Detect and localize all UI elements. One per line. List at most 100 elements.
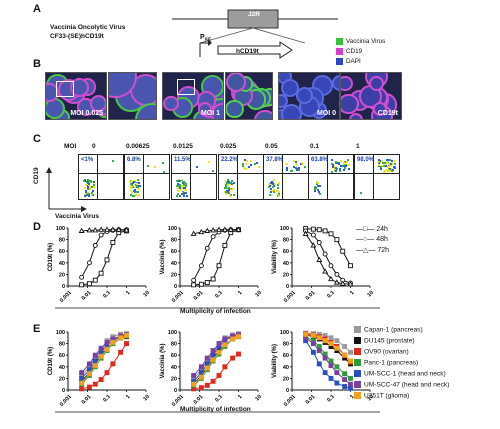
flow-event xyxy=(130,185,133,188)
x-tick-label: 1 xyxy=(349,290,355,296)
flow-event xyxy=(344,163,347,166)
flow-event xyxy=(153,166,156,169)
x-tick-label: 10 xyxy=(142,394,151,403)
flow-plot: 6.8% xyxy=(124,154,170,200)
data-point xyxy=(204,365,210,371)
data-point xyxy=(191,277,197,283)
flow-event xyxy=(177,187,180,190)
data-point xyxy=(328,263,334,269)
flow-event xyxy=(130,192,133,195)
legend-swatch xyxy=(336,38,343,45)
flow-event xyxy=(180,187,183,190)
flow-event xyxy=(133,191,136,194)
y-tick-label: 80 xyxy=(59,342,65,348)
data-point xyxy=(198,263,204,269)
flow-event xyxy=(225,185,228,188)
flow-event xyxy=(230,187,233,190)
microscopy-image: MOI 0 xyxy=(278,72,340,120)
flow-event xyxy=(225,192,228,195)
x-tick-label: 10 xyxy=(142,290,151,299)
flow-event xyxy=(224,184,227,187)
x-tick-label: 0.001 xyxy=(59,290,73,304)
data-point xyxy=(198,281,204,287)
flow-event xyxy=(385,162,388,165)
flow-event xyxy=(272,190,275,193)
line-chart: 0 20 40 60 80 100 0.001 0.01 0.1 1 10 Vaccinia (%) xyxy=(160,226,263,304)
transgene-label: hCD19t xyxy=(236,48,259,55)
flow-event xyxy=(247,166,250,168)
data-point xyxy=(198,228,205,235)
flow-event xyxy=(182,182,185,185)
data-point xyxy=(104,346,110,352)
flow-event xyxy=(258,166,261,169)
data-point xyxy=(334,338,340,344)
data-point xyxy=(310,232,316,238)
data-point xyxy=(322,370,328,376)
data-point xyxy=(123,227,130,233)
x-tick-label: 0.001 xyxy=(59,394,73,408)
flow-event xyxy=(133,181,136,184)
x-tick-label: 10 xyxy=(366,290,375,299)
legend-label: U251T (glioma) xyxy=(364,392,410,400)
data-point xyxy=(322,268,329,274)
flow-event xyxy=(286,168,289,171)
flow-event xyxy=(231,179,234,182)
legend-swatch xyxy=(354,348,361,355)
y-tick-label: 80 xyxy=(283,238,289,244)
y-tick-label: 60 xyxy=(171,353,177,359)
flow-event xyxy=(242,163,245,166)
flow-event xyxy=(245,167,248,170)
microscopy-image: CD19t xyxy=(340,72,402,120)
panel-e-legend: Capan-1 (pancreas) DU145 (prostate) OV90 (… xyxy=(354,326,494,406)
cell xyxy=(369,75,385,91)
y-axis-label: Vaccinia (%) xyxy=(160,343,166,378)
image-caption: MOI 0 xyxy=(316,110,336,117)
data-point xyxy=(333,279,340,285)
flow-event xyxy=(208,160,210,163)
x-tick-label: 0.1 xyxy=(214,290,224,300)
gate-percent: 37.8% xyxy=(266,157,284,163)
y-tick-label: 100 xyxy=(56,330,65,336)
data-point xyxy=(322,351,328,357)
data-point xyxy=(222,342,228,348)
flow-plot: 98.0% xyxy=(354,154,400,200)
legend-item: —△— 72h xyxy=(356,246,389,254)
image-caption: CD19t xyxy=(377,110,398,117)
x-tick-label: 1 xyxy=(237,394,243,400)
data-point xyxy=(204,227,211,233)
flow-event xyxy=(272,183,275,186)
flow-event xyxy=(185,194,188,197)
series-line xyxy=(81,229,127,278)
flow-event xyxy=(211,170,214,173)
data-point xyxy=(191,381,197,387)
legend-swatch xyxy=(336,58,343,65)
flow-event xyxy=(277,182,280,185)
legend-label: UM-SCC-1 (head and neck) xyxy=(364,370,446,378)
flow-event xyxy=(277,187,280,190)
gate-line-horizontal xyxy=(125,173,169,174)
data-point xyxy=(334,237,340,243)
flow-event xyxy=(270,191,273,194)
flow-event xyxy=(84,183,87,186)
flow-event xyxy=(295,168,298,171)
flow-event xyxy=(377,160,380,163)
cell xyxy=(372,101,387,116)
flow-event xyxy=(230,193,233,196)
flow-event xyxy=(135,194,137,197)
flow-event xyxy=(87,193,90,196)
x-tick-label: 0.01 xyxy=(193,394,205,406)
line-chart: 0 20 40 60 80 100 0.001 0.01 0.1 1 10 CD19t (%) xyxy=(48,330,151,408)
y-tick-label: 40 xyxy=(283,261,289,267)
flow-event xyxy=(245,163,248,166)
zoom-box xyxy=(56,81,74,97)
y-tick-label: 0 xyxy=(174,388,177,394)
gate-percent: 11.5% xyxy=(174,157,191,163)
cell xyxy=(296,86,314,104)
data-point xyxy=(316,335,322,341)
flow-event xyxy=(138,185,141,188)
flow-event xyxy=(387,165,390,168)
flow-event xyxy=(316,182,319,185)
legend-item: Capan-1 (pancreas) xyxy=(354,326,423,333)
j2r-label: J2R xyxy=(248,11,260,18)
